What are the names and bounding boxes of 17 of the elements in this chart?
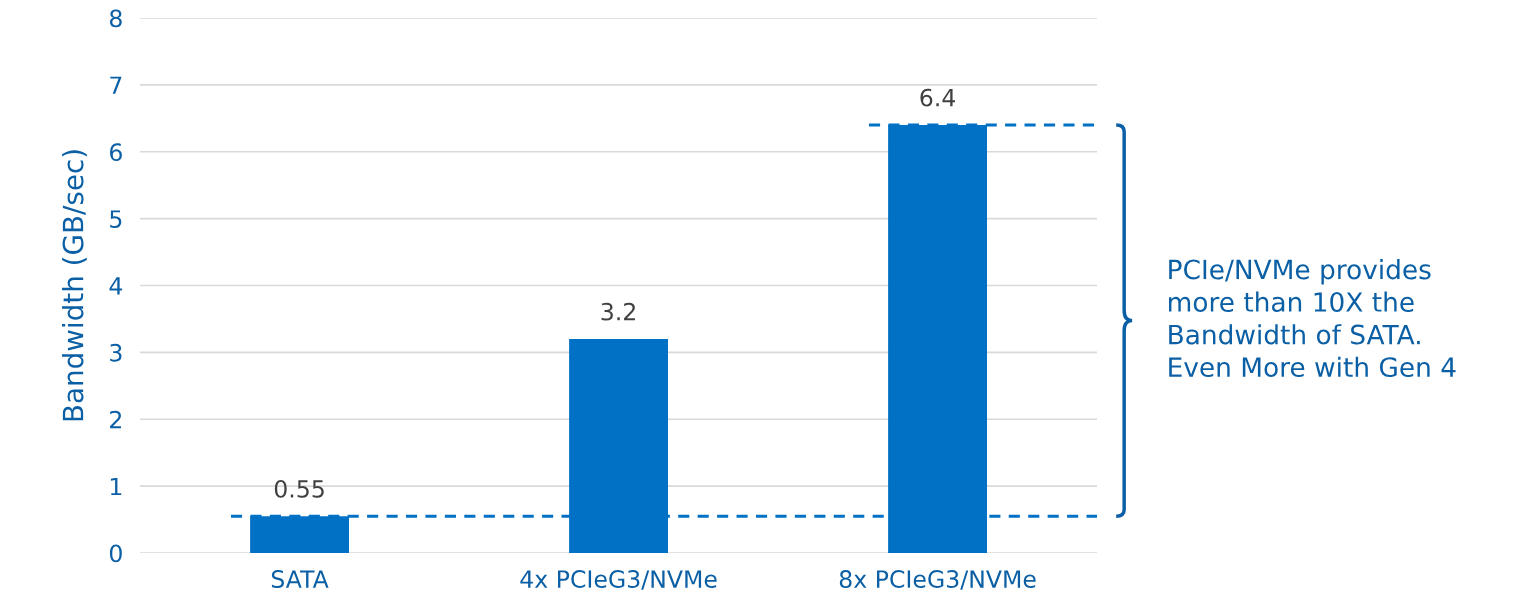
data-label: 6.4: [920, 88, 956, 107]
y-tick-label: 7: [110, 76, 122, 94]
x-tick-label: SATA: [271, 570, 329, 588]
y-tick-label: 5: [110, 210, 122, 228]
y-tick-label: 4: [109, 277, 123, 295]
y-tick-label: 8: [109, 9, 122, 28]
x-tick-label: 8x PCIeG3/NVMe: [839, 570, 1036, 590]
y-tick-label: 2: [110, 410, 122, 429]
y-tick-label: 3: [110, 343, 122, 362]
y-tick-label: 6: [110, 143, 122, 162]
text: PCIe/NVMe provides more than 10X the Bandwidth of SATA. Even More with Gen 4: [1169, 259, 1456, 378]
y-tick-label: 1: [110, 477, 122, 496]
data-label: 3.2: [601, 302, 635, 321]
data-label: 0.55: [274, 479, 324, 498]
y-tick-label: 0: [109, 544, 122, 563]
y-axis-title: Bandwidth (GB/sec): [62, 150, 87, 421]
x-tick-label: 4x PCIeG3/NVMe: [520, 570, 717, 590]
